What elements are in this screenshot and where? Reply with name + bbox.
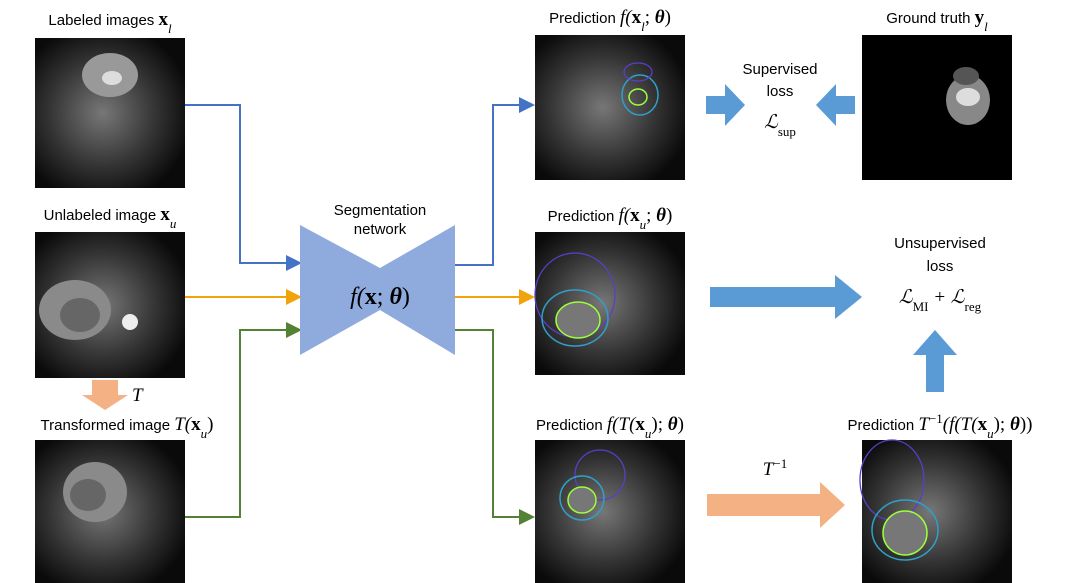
text-part: ; [645,7,655,28]
loss-title: loss [927,258,954,275]
text-part: (f(T( [943,414,980,435]
block-arrow [707,482,845,528]
arrow [455,330,533,517]
text-part: ) [207,414,213,435]
network-title: Segmentation [334,202,427,219]
text-part: ; [377,284,390,310]
diagram: Labeled images xl Unlabeled image xu T T… [0,0,1068,583]
contour [883,511,927,555]
network-formula: f(x; θ) [350,284,410,310]
text-part: ) [678,414,684,435]
text-part: Prediction [536,417,603,434]
block-arrow [913,330,957,392]
text-part: + ℒ [928,287,965,308]
arrow [185,105,300,263]
loss-title: Supervised [742,61,817,78]
text-part: Labeled images [48,12,154,29]
text-part: sup [778,124,796,139]
prediction-label: Prediction f(xu; θ) [548,205,673,232]
loss-title: Unsupervised [894,235,986,252]
text-part: −1 [773,456,787,471]
text-part: T( [174,414,193,435]
text-part: x [191,414,201,435]
text-part: x [978,414,988,435]
mask [956,88,980,106]
text-part: ) [665,7,671,28]
input-label: Transformed image T(xu) [41,414,214,441]
block-arrow [82,380,128,410]
text-part: Prediction [847,417,914,434]
inverse-symbol: T−1 [763,456,787,481]
contour [556,302,600,338]
image [862,35,1012,180]
text-part: x [632,7,642,28]
ground-truth-label: Ground truth yl [886,7,988,34]
image-detail [102,71,122,85]
arrow [455,105,533,265]
transform-symbol: T [132,385,144,406]
text-part: x [635,414,645,435]
block-arrow [816,84,855,126]
network-title: network [354,221,407,238]
contour [568,487,596,513]
text-part: θ [655,7,665,28]
prediction-label: Prediction f(xl; θ) [549,7,671,34]
text-part: θ [1010,414,1020,435]
text-part: y [975,7,985,28]
text-part: x [630,205,640,226]
block-arrow [710,275,862,319]
text-part: Prediction [548,208,615,225]
text-part: ; [646,205,656,226]
prediction-label: Prediction T−1(f(T(xu); θ)) [847,411,1032,441]
text-part: u [170,216,177,231]
text-part: Transformed image [41,417,171,434]
text-part: x [158,9,168,30]
image [535,440,685,583]
text-part: f(T( [607,414,637,435]
text-part: Ground truth [886,10,970,27]
image-detail [70,479,106,511]
text-part: x [160,204,170,225]
text-part: ) [402,284,410,310]
images [35,35,1012,583]
text-part: reg [964,299,981,314]
input-label: Unlabeled image xu [44,204,177,231]
prediction-label: Prediction f(T(xu); θ) [536,414,684,441]
block-arrow [706,84,745,126]
image [535,232,685,375]
loss-title: loss [767,83,794,100]
arrow [185,330,300,517]
image-detail [122,314,138,330]
text-part: θ [656,205,666,226]
image [535,35,685,180]
text-part: )) [1020,414,1033,435]
text-part: ); [651,414,667,435]
input-label: Labeled images xl [48,9,172,36]
text-part: Prediction [549,10,616,27]
loss-formula: ℒsup [764,112,796,139]
loss-formula: ℒMI + ℒreg [899,287,982,314]
image-detail [60,298,100,332]
text-part: ) [666,205,672,226]
mask [953,67,979,85]
text-part: θ [668,414,678,435]
text-part: MI [913,299,929,314]
text-part: ); [994,414,1010,435]
image [862,440,1012,583]
text-part: x [365,284,377,310]
text-part: θ [389,284,402,310]
text-part: l [984,19,988,34]
text-part: l [168,21,172,36]
text-part: Unlabeled image [44,207,157,224]
text-part: −1 [929,411,943,426]
